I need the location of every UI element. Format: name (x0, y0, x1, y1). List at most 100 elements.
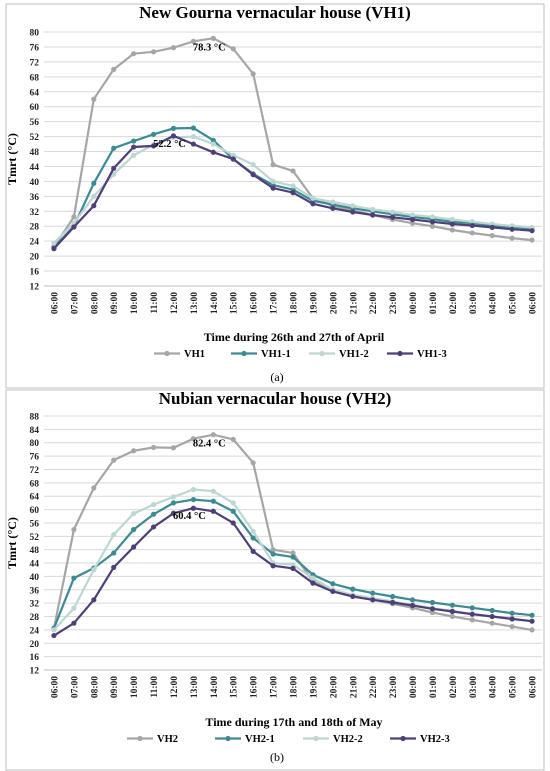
data-point (489, 620, 495, 626)
data-point (449, 602, 455, 608)
data-point (250, 460, 256, 466)
data-point (250, 71, 256, 77)
series-VH1-3 (51, 133, 535, 252)
legend-swatch-marker (397, 350, 403, 357)
data-point (91, 567, 97, 573)
y-tick-label: 24 (30, 238, 40, 248)
data-point (350, 586, 356, 592)
x-tick-label: 06:00 (529, 292, 539, 314)
data-point (51, 627, 57, 633)
series-VH2-3 (51, 505, 535, 639)
data-point (111, 564, 117, 570)
y-tick-label: 84 (30, 426, 40, 436)
data-point (150, 501, 157, 508)
data-point (469, 219, 475, 225)
data-point (170, 445, 177, 451)
y-tick-label: 80 (30, 29, 40, 39)
data-point (409, 212, 416, 218)
data-point (91, 203, 97, 209)
data-point (409, 602, 416, 609)
data-point (449, 227, 455, 233)
data-point (111, 550, 117, 556)
legend-swatch-marker (313, 735, 319, 742)
data-point (390, 593, 396, 600)
data-point (111, 165, 117, 171)
chart-frame (5, 3, 545, 389)
chart-frame (5, 389, 545, 771)
y-tick-label: 32 (30, 208, 40, 218)
data-point (429, 599, 436, 606)
data-point (310, 195, 316, 201)
legend-label: VH2-3 (420, 734, 450, 745)
y-tick-label: 68 (30, 479, 40, 489)
data-point (210, 498, 216, 504)
data-point (350, 203, 356, 209)
data-point (210, 137, 216, 143)
chart-panel-2: Nubian vernacular house (VH2) 12 16 20 24 28 3… (5, 389, 545, 771)
data-point (91, 193, 97, 199)
y-tick-label: 16 (30, 653, 40, 663)
legend-swatch-marker (225, 735, 231, 742)
y-tick-label: 32 (30, 600, 40, 610)
x-tick-label: 00:00 (409, 292, 419, 314)
y-tick-label: 40 (30, 573, 40, 583)
x-tick-label: 16:00 (250, 676, 260, 698)
legend-label: VH2-2 (333, 734, 363, 745)
x-tick-label: 13:00 (190, 292, 200, 314)
x-axis-label: Time during 26th and 27th of April (204, 330, 385, 344)
chart-title: Nubian vernacular house (VH2) (159, 389, 392, 408)
y-tick-label: 48 (30, 546, 40, 556)
series-VH2-1 (51, 496, 535, 631)
legend-swatch-marker (241, 350, 247, 357)
data-point (390, 599, 396, 606)
series-line (53, 488, 533, 631)
data-point (370, 206, 376, 213)
x-tick-label: 01:00 (429, 292, 439, 314)
legend-label: VH2-1 (245, 734, 275, 745)
data-point (170, 494, 177, 500)
y-tick-label: 60 (30, 103, 40, 113)
chart-title: New Gourna vernacular house (VH1) (139, 3, 411, 22)
annotation-label: 78.3 °C (193, 42, 226, 53)
y-tick-label: 36 (30, 193, 40, 203)
legend-label: VH2 (157, 734, 178, 745)
data-point (71, 575, 77, 581)
y-tick-label: 68 (30, 73, 40, 83)
data-point (469, 617, 475, 623)
data-point (71, 224, 77, 230)
data-point (250, 535, 256, 541)
y-tick-label: 16 (30, 268, 40, 278)
data-point (429, 606, 436, 612)
data-point (250, 162, 256, 168)
legend-swatch-marker (319, 350, 325, 357)
data-point (270, 547, 276, 553)
data-point (51, 246, 57, 252)
data-point (270, 178, 276, 185)
data-point (51, 240, 57, 246)
data-point (390, 214, 396, 220)
data-point (270, 185, 276, 191)
x-tick-label: 22:00 (369, 676, 379, 698)
y-tick-label: 72 (30, 58, 40, 68)
data-point (210, 488, 216, 494)
x-tick-label: 06:00 (50, 676, 60, 698)
data-point (250, 548, 256, 554)
y-tick-label: 76 (30, 453, 40, 463)
data-point (330, 199, 336, 205)
data-point (449, 221, 455, 227)
data-point (131, 152, 137, 158)
data-point (449, 613, 455, 620)
x-tick-label: 03:00 (469, 292, 479, 314)
data-point (529, 618, 535, 624)
data-point (469, 605, 475, 611)
x-tick-label: 11:00 (150, 676, 160, 698)
data-point (509, 226, 515, 232)
y-tick-label: 20 (30, 640, 40, 650)
legend-label: VH1-2 (339, 349, 369, 360)
data-point (270, 563, 276, 569)
x-tick-label: 16:00 (250, 292, 260, 314)
data-point (111, 66, 117, 72)
x-tick-label: 15:00 (230, 676, 240, 698)
data-point (429, 219, 436, 225)
